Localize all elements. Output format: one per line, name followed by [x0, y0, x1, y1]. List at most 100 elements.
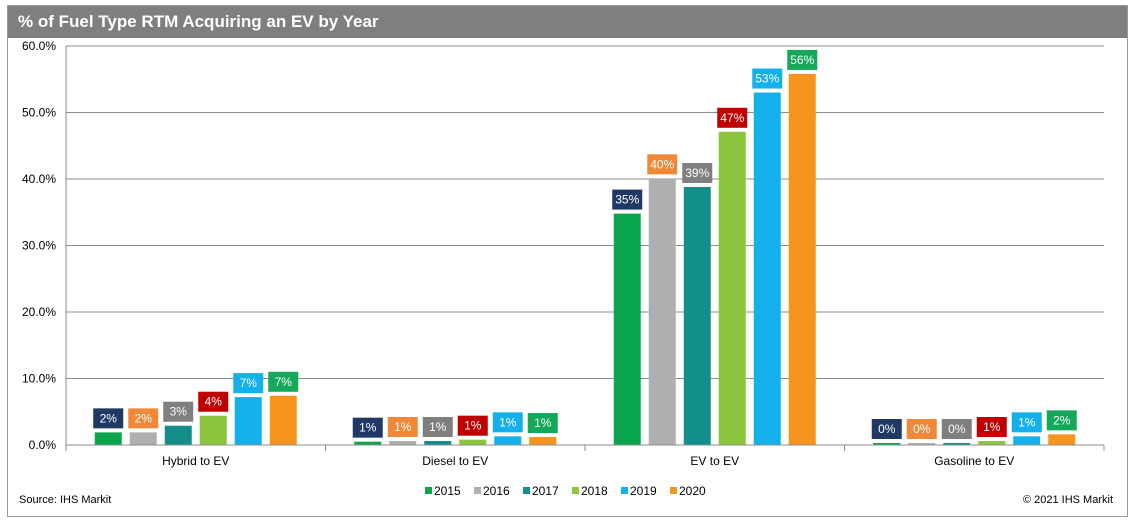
legend-swatch-2018	[572, 487, 579, 494]
data-label: 1%	[429, 420, 447, 434]
chart-title: % of Fuel Type RTM Acquiring an EV by Ye…	[18, 12, 379, 31]
data-label: 2%	[1053, 413, 1071, 427]
data-label: 39%	[685, 166, 709, 180]
bar-2020	[269, 395, 297, 445]
data-label: 0%	[913, 422, 931, 436]
data-label: 40%	[650, 157, 674, 171]
data-label-box	[976, 417, 1007, 438]
bar-2015	[613, 213, 641, 445]
data-label-box	[163, 401, 194, 422]
data-label-box	[717, 107, 748, 128]
data-label: 0%	[878, 422, 896, 436]
data-label: 53%	[755, 72, 779, 86]
bar-2019	[753, 92, 781, 446]
x-category-label: Gasoline to EV	[934, 454, 1014, 468]
y-tick-label: 0.0%	[29, 438, 57, 452]
x-category-label: EV to EV	[690, 454, 739, 468]
chart-frame: % of Fuel Type RTM Acquiring an EV by Ye…	[7, 5, 1128, 517]
bar-2017	[683, 186, 711, 446]
bar-2020	[529, 437, 557, 445]
data-label: 7%	[240, 376, 258, 390]
data-label-box	[233, 373, 264, 394]
legend-swatch-2017	[523, 487, 530, 494]
bar-2015	[873, 443, 901, 445]
data-label: 1%	[1018, 415, 1036, 429]
data-label: 1%	[464, 419, 482, 433]
title-bar: % of Fuel Type RTM Acquiring an EV by Ye…	[8, 6, 1127, 38]
bar-2020	[1048, 434, 1076, 445]
legend-label: 2020	[679, 484, 706, 498]
data-label: 1%	[394, 420, 412, 434]
data-label-box	[387, 417, 418, 438]
data-label-box	[128, 408, 159, 429]
data-label-box	[268, 371, 299, 392]
data-label-box	[527, 413, 558, 434]
legend-swatch-2015	[425, 487, 432, 494]
legend-label: 2015	[434, 484, 461, 498]
data-label: 1%	[983, 420, 1001, 434]
copyright-note: © 2021 IHS Markit	[1022, 494, 1113, 506]
data-label: 47%	[720, 111, 744, 125]
y-tick-label: 20.0%	[22, 305, 56, 319]
data-label-box	[871, 419, 902, 440]
data-label: 2%	[100, 411, 118, 425]
data-label-box	[422, 417, 453, 438]
y-tick-label: 30.0%	[22, 239, 56, 253]
bar-2020	[788, 73, 816, 446]
y-tick-label: 40.0%	[22, 172, 56, 186]
bar-2019	[494, 436, 522, 445]
data-label: 0%	[948, 422, 966, 436]
data-label-box	[906, 419, 937, 440]
bar-2016	[648, 178, 676, 445]
bar-2017	[424, 441, 452, 445]
data-label-box	[457, 415, 488, 436]
y-tick-label: 50.0%	[22, 106, 56, 120]
bar-2018	[199, 415, 227, 445]
data-label-box	[492, 412, 523, 433]
data-label: 56%	[790, 53, 814, 67]
data-label-box	[752, 68, 783, 89]
data-label: 2%	[135, 411, 153, 425]
data-label-box	[787, 49, 818, 70]
y-tick-label: 60.0%	[22, 39, 56, 53]
x-category-label: Diesel to EV	[422, 454, 488, 468]
bar-2015	[94, 432, 122, 445]
x-category-label: Hybrid to EV	[162, 454, 229, 468]
bar-2018	[978, 441, 1006, 445]
source-note: Source: IHS Markit	[19, 494, 112, 506]
legend-swatch-2020	[670, 487, 677, 494]
bar-2019	[234, 397, 262, 445]
data-label: 1%	[499, 415, 517, 429]
data-label: 4%	[205, 395, 223, 409]
legend-label: 2019	[630, 484, 657, 498]
bar-2015	[354, 441, 382, 445]
data-label-box	[1011, 412, 1042, 433]
bar-2017	[943, 443, 971, 445]
bar-2016	[389, 441, 417, 445]
bar-2018	[459, 439, 487, 445]
legend-swatch-2019	[621, 487, 628, 494]
data-label: 7%	[275, 375, 293, 389]
data-label-box	[352, 417, 383, 438]
data-label: 3%	[170, 405, 188, 419]
data-label-box	[682, 162, 713, 183]
bar-2018	[718, 131, 746, 445]
data-label-box	[1046, 410, 1077, 431]
data-label-box	[93, 408, 124, 429]
data-label-box	[198, 391, 229, 412]
data-label-box	[941, 419, 972, 440]
data-label: 1%	[534, 416, 552, 430]
data-label: 1%	[359, 421, 377, 435]
data-label: 35%	[615, 193, 639, 207]
bar-2016	[908, 443, 936, 445]
bar-2016	[129, 432, 157, 445]
data-label-box	[647, 154, 678, 175]
y-tick-label: 10.0%	[22, 372, 56, 386]
bar-2017	[164, 425, 192, 445]
legend-swatch-2016	[474, 487, 481, 494]
legend-label: 2017	[532, 484, 559, 498]
legend-label: 2016	[483, 484, 510, 498]
data-label-box	[612, 189, 643, 210]
legend-label: 2018	[581, 484, 608, 498]
